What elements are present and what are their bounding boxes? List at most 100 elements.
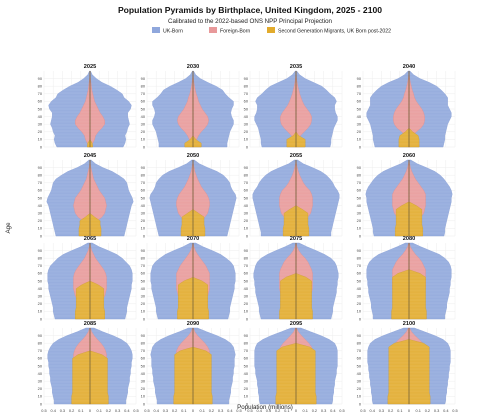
y-tick-label: 30 [357,211,362,216]
y-tick-label: 90 [141,76,146,81]
panel-title: 2100 [403,321,415,327]
x-tick-label: 0.3 [379,408,384,413]
panels-grid: 2025010203040506070809020300102030405060… [38,64,458,413]
y-tick-label: 50 [244,363,249,368]
y-tick-label: 30 [244,294,249,299]
y-tick-label: 60 [357,99,362,104]
y-tick-label: 10 [38,137,43,142]
y-tick-label: 0 [143,316,146,321]
y-tick-label: 40 [357,114,362,119]
y-tick-label: 60 [244,99,249,104]
y-tick-label: 80 [141,256,146,261]
y-tick-label: 30 [38,379,43,384]
y-tick-label: 30 [141,122,146,127]
y-tick-label: 90 [357,333,362,338]
y-tick-label: 10 [244,394,249,399]
y-tick-label: 20 [141,386,146,391]
legend-swatch [152,27,160,33]
y-tick-label: 40 [141,114,146,119]
y-tick-label: 20 [141,301,146,306]
panel-title: 2045 [84,153,96,159]
y-tick-label: 10 [357,226,362,231]
x-tick-label: 0.4 [50,408,56,413]
y-tick-label: 10 [141,394,146,399]
x-tick-label: 0 [89,408,92,413]
x-tick-label: 0.2 [275,408,280,413]
panel-2080: 2080 0 10 20 30 40 50 60 70 80 90 [357,236,456,321]
y-tick-label: 0 [143,144,146,149]
y-tick-label: 90 [141,165,146,170]
y-tick-label: 10 [244,137,249,142]
y-tick-label: 70 [38,263,43,268]
y-tick-label: 30 [244,379,249,384]
x-tick-label: 0 [295,408,298,413]
y-axis-label: Age [5,222,12,234]
y-tick-label: 90 [357,165,362,170]
y-tick-label: 80 [38,341,43,346]
y-tick-label: 50 [357,278,362,283]
y-tick-label: 80 [244,256,249,261]
y-tick-label: 80 [38,84,43,89]
y-tick-label: 70 [357,91,362,96]
y-tick-label: 30 [141,379,146,384]
y-tick-label: 20 [244,301,249,306]
panel-title: 2080 [403,236,415,242]
y-tick-label: 50 [244,278,249,283]
y-tick-label: 70 [141,180,146,185]
x-tick-label: 0.5 [339,408,344,413]
y-tick-label: 70 [357,263,362,268]
y-tick-label: 30 [357,379,362,384]
y-tick-label: 20 [141,218,146,223]
x-tick-label: 0.5 [144,408,149,413]
y-tick-label: 10 [244,309,249,314]
y-tick-label: 90 [38,333,43,338]
x-tick-label: 0.1 [415,408,420,413]
legend-swatch [209,27,217,33]
y-tick-label: 40 [357,371,362,376]
panel-2045: 2045 0 10 20 30 40 50 60 70 80 90 [38,153,137,238]
y-tick-label: 80 [357,256,362,261]
y-tick-label: 40 [357,203,362,208]
y-tick-label: 30 [141,294,146,299]
y-tick-label: 60 [244,188,249,193]
y-tick-label: 20 [357,301,362,306]
x-tick-label: 0.1 [302,408,307,413]
y-tick-label: 20 [38,218,43,223]
panel-title: 2095 [290,321,302,327]
y-tick-label: 20 [357,386,362,391]
x-tick-label: 0.3 [266,408,271,413]
y-tick-label: 30 [38,122,43,127]
x-tick-label: 0.4 [369,408,375,413]
panel-title: 2065 [84,236,96,242]
panel-title: 2075 [290,236,302,242]
y-tick-label: 50 [244,106,249,111]
y-tick-label: 70 [244,91,249,96]
x-tick-label: 0.1 [397,408,402,413]
legend-label: UK-Born [163,28,183,34]
y-tick-label: 50 [141,363,146,368]
y-tick-label: 0 [246,144,249,149]
y-tick-label: 0 [246,316,249,321]
y-tick-label: 50 [38,106,43,111]
y-tick-label: 70 [357,348,362,353]
y-tick-label: 70 [244,348,249,353]
legend-label: Foreign-Born [220,28,250,34]
y-tick-label: 70 [244,180,249,185]
y-tick-label: 40 [38,114,43,119]
y-tick-label: 0 [143,401,146,406]
panel-title: 2070 [187,236,199,242]
y-tick-label: 70 [141,91,146,96]
y-tick-label: 90 [141,248,146,253]
panel-2035: 2035 0 10 20 30 40 50 60 70 80 90 [244,64,343,149]
y-tick-label: 20 [357,218,362,223]
y-tick-label: 60 [357,271,362,276]
x-tick-label: 0.1 [96,408,101,413]
y-tick-label: 40 [141,371,146,376]
x-tick-label: 0.1 [284,408,289,413]
y-tick-label: 60 [141,271,146,276]
y-tick-label: 0 [246,233,249,238]
y-tick-label: 10 [141,137,146,142]
y-tick-label: 10 [357,309,362,314]
